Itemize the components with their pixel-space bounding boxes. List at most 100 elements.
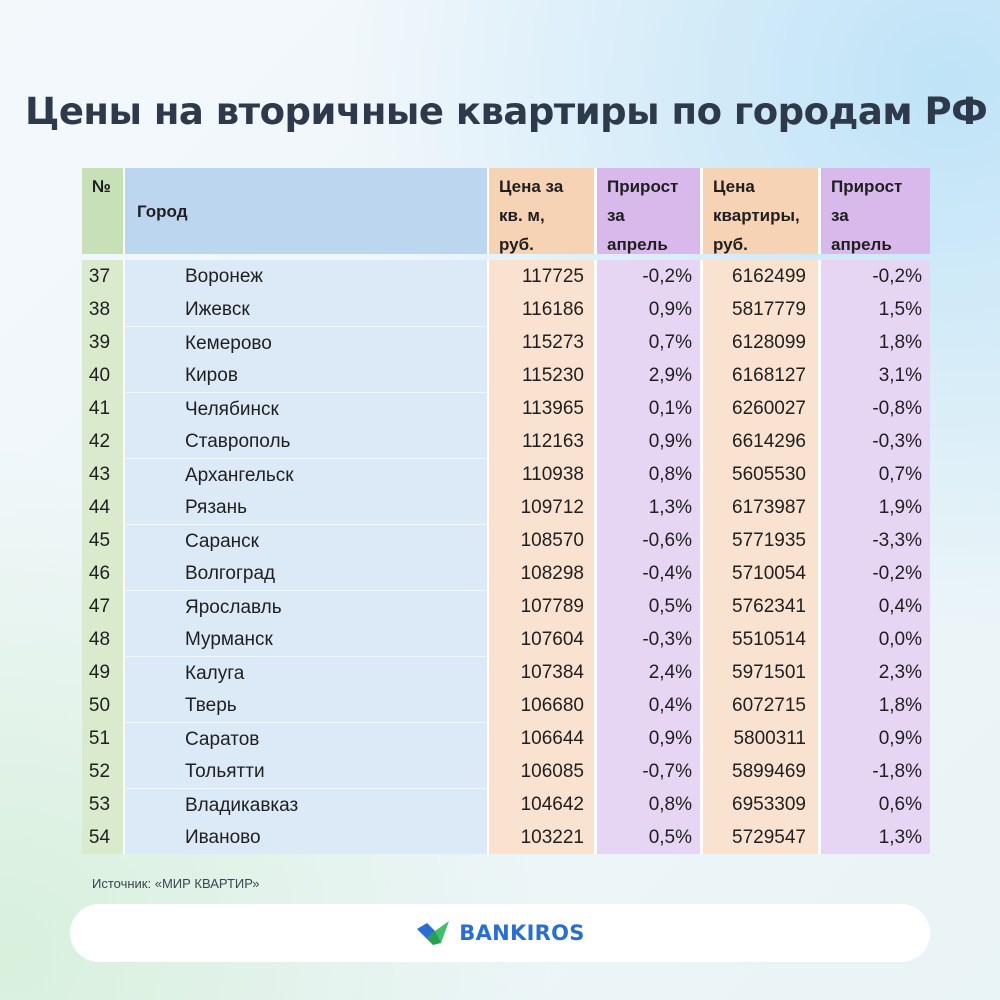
row-growth-sqm: -0,4% <box>594 557 700 590</box>
row-city: Владикавказ <box>125 788 489 821</box>
table-row: 46 Волгоград 108298 -0,4% 5710054 -0,2% <box>82 557 930 590</box>
row-num: 38 <box>82 293 125 326</box>
row-price-per-sqm: 103221 <box>489 821 594 854</box>
page-title: Цены на вторичные квартиры по городам РФ <box>25 90 988 133</box>
row-price-per-sqm: 110938 <box>489 458 594 491</box>
row-num: 44 <box>82 491 125 524</box>
row-growth-apartment: 0,9% <box>818 722 930 755</box>
bankiros-logo-icon <box>417 921 450 945</box>
header-growth-apartment: Прирост за апрель <box>818 168 930 254</box>
row-city: Ярославль <box>125 590 489 623</box>
row-growth-sqm: -0,2% <box>594 260 700 293</box>
row-price-apartment: 6072715 <box>700 689 818 722</box>
row-price-per-sqm: 115273 <box>489 326 594 359</box>
row-city: Саранск <box>125 524 489 557</box>
table-row: 40 Киров 115230 2,9% 6168127 3,1% <box>82 359 930 392</box>
row-num: 51 <box>82 722 125 755</box>
row-price-per-sqm: 112163 <box>489 425 594 458</box>
row-num: 47 <box>82 590 125 623</box>
row-growth-apartment: 1,8% <box>818 326 930 359</box>
row-price-apartment: 6953309 <box>700 788 818 821</box>
row-num: 49 <box>82 656 125 689</box>
row-growth-sqm: 0,5% <box>594 590 700 623</box>
row-growth-sqm: -0,6% <box>594 524 700 557</box>
row-price-per-sqm: 107604 <box>489 623 594 656</box>
row-growth-apartment: -0,8% <box>818 392 930 425</box>
row-growth-sqm: 1,3% <box>594 491 700 524</box>
row-num: 46 <box>82 557 125 590</box>
row-city: Киров <box>125 359 489 392</box>
row-city: Тверь <box>125 689 489 722</box>
table-row: 48 Мурманск 107604 -0,3% 5510514 0,0% <box>82 623 930 656</box>
row-price-per-sqm: 109712 <box>489 491 594 524</box>
footer-bar: BANKIROS <box>70 904 930 962</box>
row-price-apartment: 6260027 <box>700 392 818 425</box>
row-growth-sqm: 0,5% <box>594 821 700 854</box>
row-num: 41 <box>82 392 125 425</box>
row-num: 52 <box>82 755 125 788</box>
row-price-apartment: 6162499 <box>700 260 818 293</box>
row-price-apartment: 5710054 <box>700 557 818 590</box>
row-growth-sqm: 0,8% <box>594 458 700 491</box>
table-row: 51 Саратов 106644 0,9% 5800311 0,9% <box>82 722 930 755</box>
row-price-apartment: 5605530 <box>700 458 818 491</box>
row-price-per-sqm: 107384 <box>489 656 594 689</box>
source-note: Источник: «МИР КВАРТИР» <box>92 876 260 891</box>
row-growth-sqm: 2,9% <box>594 359 700 392</box>
row-num: 48 <box>82 623 125 656</box>
row-price-apartment: 5800311 <box>700 722 818 755</box>
table-row: 47 Ярославль 107789 0,5% 5762341 0,4% <box>82 590 930 623</box>
row-growth-apartment: -1,8% <box>818 755 930 788</box>
row-price-apartment: 5510514 <box>700 623 818 656</box>
row-growth-apartment: 0,4% <box>818 590 930 623</box>
table-row: 43 Архангельск 110938 0,8% 5605530 0,7% <box>82 458 930 491</box>
table-row: 42 Ставрополь 112163 0,9% 6614296 -0,3% <box>82 425 930 458</box>
row-growth-apartment: 1,8% <box>818 689 930 722</box>
row-growth-sqm: 2,4% <box>594 656 700 689</box>
row-growth-sqm: 0,9% <box>594 425 700 458</box>
table-row: 54 Иваново 103221 0,5% 5729547 1,3% <box>82 821 930 854</box>
brand[interactable]: BANKIROS <box>415 919 584 947</box>
row-growth-apartment: 3,1% <box>818 359 930 392</box>
row-num: 43 <box>82 458 125 491</box>
table-row: 45 Саранск 108570 -0,6% 5771935 -3,3% <box>82 524 930 557</box>
table-header: № Город Цена за кв. м, руб. Прирост за а… <box>82 168 930 254</box>
row-num: 54 <box>82 821 125 854</box>
table-row: 38 Ижевск 116186 0,9% 5817779 1,5% <box>82 293 930 326</box>
row-price-per-sqm: 108570 <box>489 524 594 557</box>
row-num: 45 <box>82 524 125 557</box>
row-num: 50 <box>82 689 125 722</box>
row-growth-sqm: 0,8% <box>594 788 700 821</box>
table-row: 53 Владикавказ 104642 0,8% 6953309 0,6% <box>82 788 930 821</box>
row-price-per-sqm: 117725 <box>489 260 594 293</box>
row-growth-sqm: 0,9% <box>594 722 700 755</box>
row-growth-apartment: -0,3% <box>818 425 930 458</box>
table-row: 39 Кемерово 115273 0,7% 6128099 1,8% <box>82 326 930 359</box>
header-price-apartment: Цена квартиры, руб. <box>700 168 818 254</box>
row-price-per-sqm: 106085 <box>489 755 594 788</box>
row-num: 37 <box>82 260 125 293</box>
row-price-apartment: 6173987 <box>700 491 818 524</box>
table-row: 41 Челябинск 113965 0,1% 6260027 -0,8% <box>82 392 930 425</box>
row-price-per-sqm: 113965 <box>489 392 594 425</box>
row-city: Челябинск <box>125 392 489 425</box>
table-row: 50 Тверь 106680 0,4% 6072715 1,8% <box>82 689 930 722</box>
row-city: Ставрополь <box>125 425 489 458</box>
header-price-per-sqm: Цена за кв. м, руб. <box>489 168 594 254</box>
brand-name: BANKIROS <box>459 921 585 945</box>
row-city: Воронеж <box>125 260 489 293</box>
table-body: 37 Воронеж 117725 -0,2% 6162499 -0,2% 38 Ижевск… <box>82 260 930 854</box>
row-city: Кемерово <box>125 326 489 359</box>
table-row: 44 Рязань 109712 1,3% 6173987 1,9% <box>82 491 930 524</box>
row-growth-sqm: -0,7% <box>594 755 700 788</box>
row-price-per-sqm: 104642 <box>489 788 594 821</box>
row-num: 39 <box>82 326 125 359</box>
row-growth-apartment: 0,7% <box>818 458 930 491</box>
header-num: № <box>82 168 125 254</box>
row-price-apartment: 5771935 <box>700 524 818 557</box>
row-city: Саратов <box>125 722 489 755</box>
row-num: 53 <box>82 788 125 821</box>
row-price-per-sqm: 106644 <box>489 722 594 755</box>
row-city: Тольятти <box>125 755 489 788</box>
row-growth-sqm: 0,1% <box>594 392 700 425</box>
